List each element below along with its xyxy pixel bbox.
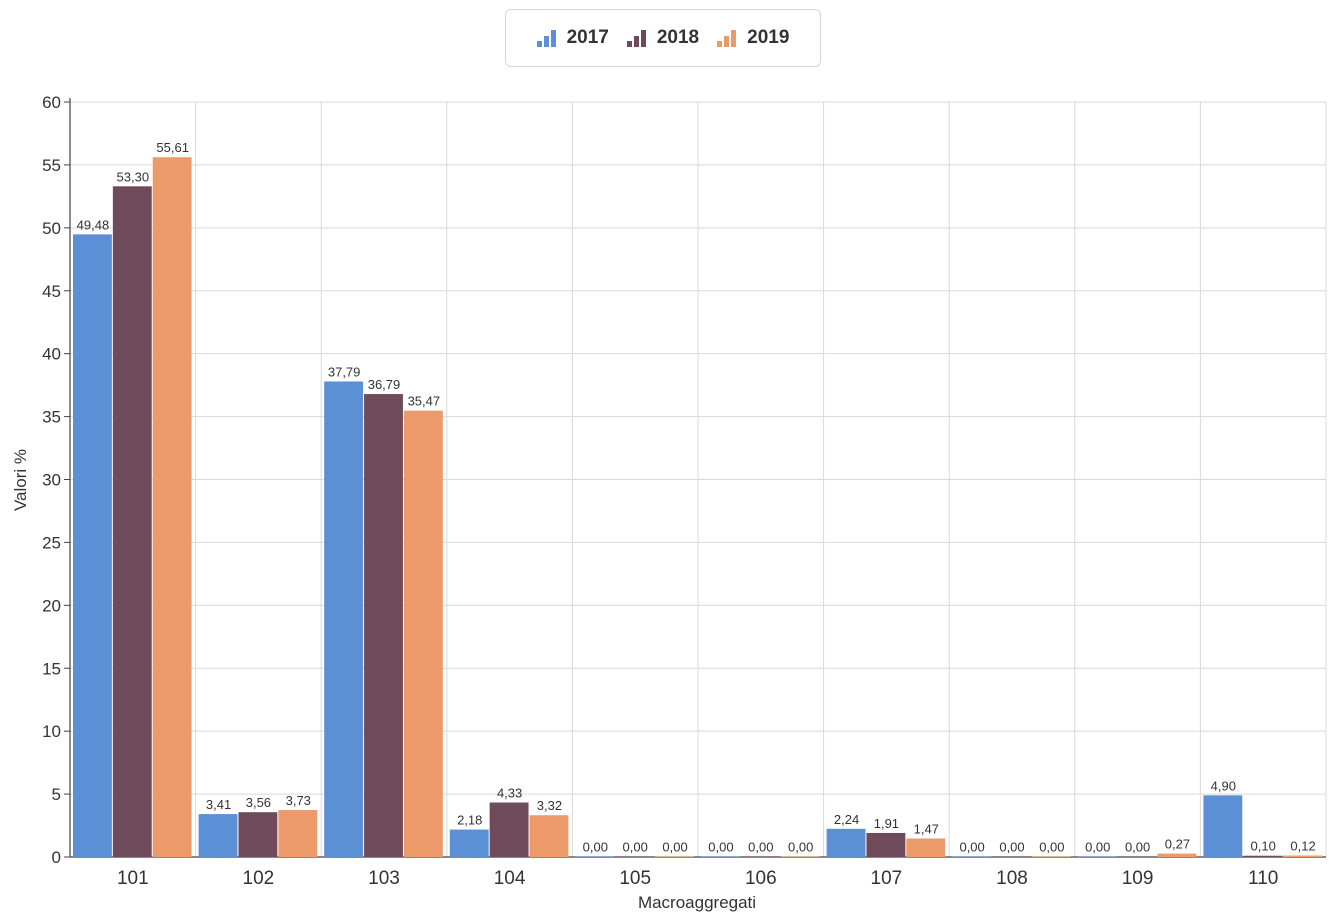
y-tick-label: 35 [42,408,61,427]
bar-chart-icon [626,29,649,47]
bar [1243,855,1283,857]
bar [952,856,992,857]
x-tick-label: 101 [117,868,149,889]
bar [826,828,866,857]
bar [152,157,192,857]
legend-item-2017[interactable]: 2017 [536,27,609,49]
legend-label: 2017 [566,27,609,48]
y-tick-label: 20 [42,596,61,615]
legend: 2017 2018 2019 [505,9,821,67]
bar [866,832,906,857]
legend-item-2019[interactable]: 2019 [717,27,789,49]
bar [403,410,443,857]
y-tick-label: 55 [42,156,61,175]
x-tick-label: 106 [745,868,777,889]
bar [655,856,694,857]
y-tick-label: 10 [42,722,61,741]
data-label: 0,00 [999,839,1024,854]
data-label: 0,00 [708,839,733,854]
bar [364,394,403,857]
x-tick-label: 108 [996,868,1028,889]
data-label: 0,00 [1085,839,1110,854]
data-label: 3,73 [286,793,311,808]
data-label: 3,41 [206,797,231,812]
data-label: 0,00 [748,839,773,854]
data-label: 0,00 [959,839,984,854]
x-tick-label: 104 [494,868,526,889]
bar [112,186,152,857]
legend-label: 2018 [656,27,700,48]
data-label: 1,91 [874,816,899,831]
bar [992,856,1031,857]
bar [615,856,655,857]
data-label: 35,47 [408,394,441,409]
x-tick-label: 110 [1248,868,1278,889]
bar [740,856,780,857]
bar [489,802,529,857]
x-tick-label: 105 [619,868,651,889]
data-label: 0,00 [788,839,813,854]
data-label: 36,79 [368,377,401,392]
data-label: 0,10 [1251,839,1276,854]
bar [780,856,820,857]
bar-chart-icon [717,29,739,47]
data-label: 3,32 [537,798,562,813]
data-label: 0,27 [1165,837,1190,852]
x-tick-label: 102 [243,868,275,889]
bar [1031,856,1071,857]
data-label: 37,79 [328,364,361,379]
data-label: 0,12 [1290,838,1315,853]
x-axis-label: Macroaggregati [638,893,756,912]
bar [278,810,318,857]
bar [701,856,740,857]
data-label: 4,33 [497,786,522,801]
y-tick-label: 0 [52,848,61,867]
y-tick-label: 50 [42,219,61,238]
data-label: 0,00 [583,839,608,854]
data-label: 0,00 [623,839,648,854]
y-tick-label: 45 [42,282,61,301]
y-tick-label: 60 [42,93,61,112]
bar [449,829,489,857]
data-label: 2,24 [834,812,859,827]
data-label: 0,00 [1039,839,1064,854]
x-tick-label: 109 [1122,868,1154,889]
bar [73,234,112,858]
bar [906,838,946,857]
bar [1157,853,1197,857]
data-label: 2,18 [457,813,482,828]
y-axis-label: Valori % [11,449,30,511]
data-label: 55,61 [156,140,189,155]
bar [1117,856,1157,857]
bar [529,815,569,857]
bar [1203,795,1243,857]
bar [238,812,278,857]
y-tick-label: 15 [42,659,61,678]
x-tick-label: 103 [368,868,400,889]
data-label: 0,00 [1125,839,1150,854]
y-tick-label: 5 [52,785,61,804]
data-label: 1,47 [914,822,939,837]
bar [198,814,238,857]
y-tick-label: 40 [42,345,61,364]
data-label: 3,56 [246,795,271,810]
bar [1283,855,1322,857]
bar-chart-icon [536,29,559,47]
x-tick-label: 107 [871,868,903,889]
bar [324,381,364,857]
data-label: 4,90 [1211,778,1236,793]
y-tick-label: 25 [42,533,61,552]
legend-label: 2019 [747,27,790,48]
data-label: 53,30 [117,169,150,184]
bar [575,856,615,857]
bar [1077,856,1117,857]
data-label: 0,00 [662,839,687,854]
y-tick-label: 30 [42,471,61,490]
legend-item-2018[interactable]: 2018 [626,27,700,49]
data-label: 49,48 [77,217,110,232]
